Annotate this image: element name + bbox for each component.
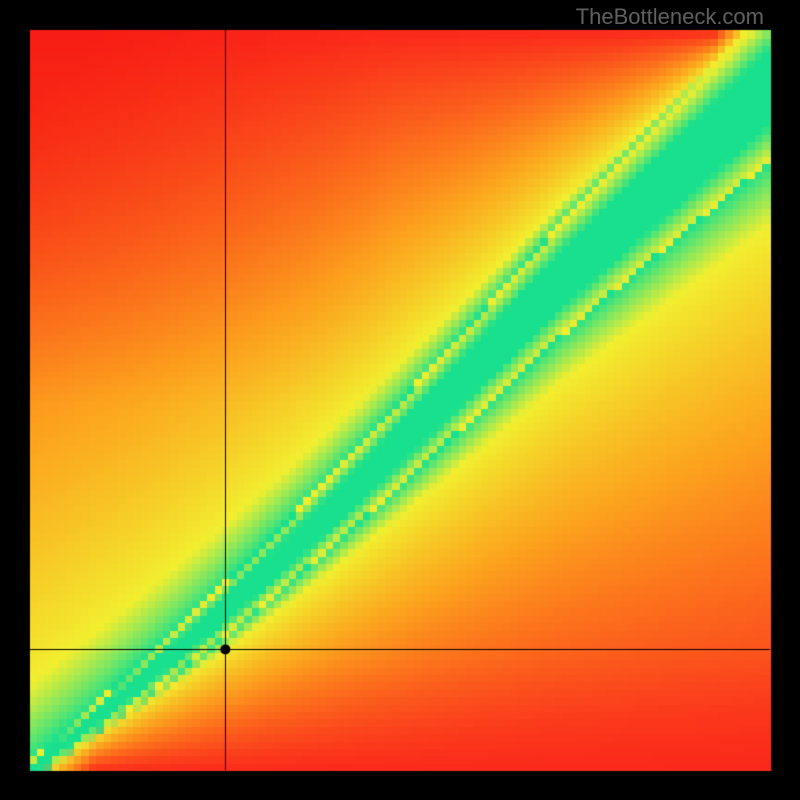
chart-container: TheBottleneck.com xyxy=(0,0,800,800)
watermark-text: TheBottleneck.com xyxy=(576,4,764,30)
heatmap-canvas xyxy=(0,0,800,800)
